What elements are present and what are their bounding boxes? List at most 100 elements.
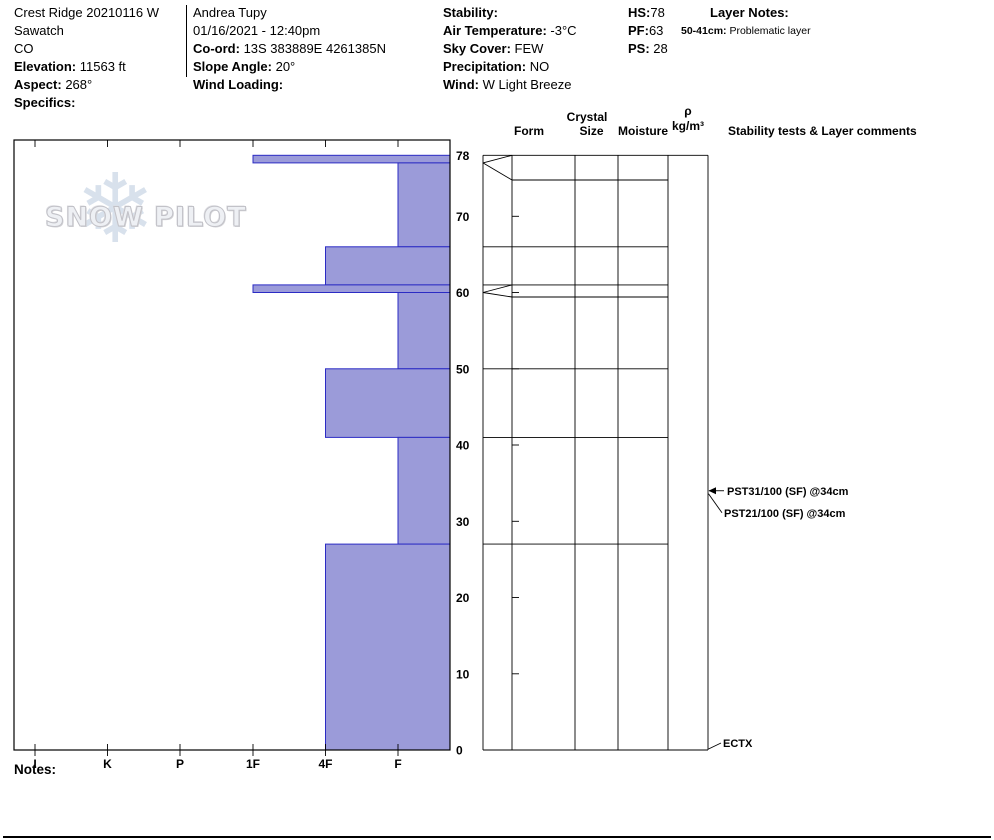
notes-label: Notes: [14,762,57,777]
air-temperature: Air Temperature: -3°C [443,22,577,40]
crystal-size-header-line1: Crystal [566,110,608,124]
air-temp-label: Air Temperature: [443,23,547,38]
test-leader-line [708,742,722,750]
depth-axis-label: 70 [456,210,470,224]
pf-label: PF: [628,23,649,38]
pit-elevation: Elevation: 11563 ft [14,58,159,76]
layer-notes-title: Layer Notes: [710,4,789,22]
layer-bar [325,543,451,751]
layer-bar [252,284,451,293]
specifics-label: Specifics: [14,95,76,110]
layer-note-range: 50-41cm: [681,25,727,37]
hardness-axis-label: I [33,757,36,771]
watermark-text: SNOW PILOT [45,202,247,234]
layer-bar [397,162,451,248]
moisture-column-header: Moisture [618,124,669,138]
depth-axis-label: 30 [456,515,470,529]
hs-label: HS: [628,5,651,20]
layer-notes-title-text: Layer Notes: [710,5,789,20]
crystal-size-header-line2: Size [579,124,604,138]
comments-column-header: Stability tests & Layer comments [728,124,917,138]
layer-bar [252,154,451,164]
sky-cover-label: Sky Cover: [443,41,511,56]
slope-angle-label: Slope Angle: [193,59,272,74]
pit-specifics: Specifics: [14,94,159,112]
hardness-chart-frame [13,139,451,751]
ps-label: PS: [628,41,650,56]
wind-value: W Light Breeze [482,77,572,92]
precipitation: Precipitation: NO [443,58,577,76]
coord-value: 13S 383889E 4261385N [243,41,386,56]
coord-label: Co-ord: [193,41,240,56]
sky-cover: Sky Cover: FEW [443,40,577,58]
thin-layer-fan-line [482,162,513,181]
slope-angle: Slope Angle: 20° [193,58,386,76]
stability-test-label: ECTX [723,738,753,750]
thin-layer-fan-line [482,292,513,298]
density-column-header-units: kg/m³ [671,119,704,133]
elevation-value: 11563 ft [79,59,126,74]
wind: Wind: W Light Breeze [443,76,577,94]
wind-label: Wind: [443,77,479,92]
hardness-axis-label: F [394,757,401,771]
thin-layer-fan-line [482,154,513,164]
hardness-axis-label: K [103,757,112,771]
stability: Stability: [443,4,577,22]
depth-axis-label: 0 [456,744,463,758]
snowpilot-watermark: ❄ SNOW PILOT [45,161,247,275]
pf-value: 63 [648,23,664,38]
footer-rule [3,836,991,838]
air-temp-value: -3°C [550,23,577,38]
pit-info-column: Crest Ridge 20210116 W Sawatch CO Elevat… [14,4,159,112]
depth-axis-label: 50 [456,362,470,376]
precipitation-value: NO [529,59,550,74]
total-height: HS:78 [628,4,668,22]
test-arrow-head [708,487,716,495]
pit-range: Sawatch [14,23,64,38]
layer-bar [325,368,451,438]
layer-bar [325,246,451,286]
pit-title: Crest Ridge 20210116 W [14,5,160,20]
aspect-label: Aspect: [14,77,62,92]
header-divider [186,5,187,77]
stability-test-label: PST21/100 (SF) @34cm [724,508,846,520]
form-column-header: Form [514,124,544,138]
layer-bar [397,436,451,545]
weather-info-column: Stability: Air Temperature: -3°C Sky Cov… [443,4,577,94]
test-leader-line [708,493,723,514]
stability-test-label: PST31/100 (SF) @34cm [727,486,849,498]
hardness-axis-label: P [176,757,184,771]
density-column-header-symbol: ρ [684,104,692,118]
observer-info-column: Andrea Tupy 01/16/2021 - 12:40pm Co-ord:… [193,4,386,94]
depth-axis-label: 10 [456,667,470,681]
layer-note-text: Problematic layer [729,25,811,37]
snow-depths-column: HS:78 PF:63 PS: 28 [628,4,668,58]
pit-state: CO [14,41,34,56]
wind-loading: Wind Loading: [193,76,386,94]
layer-notes-column: Layer Notes: [710,4,789,22]
hardness-axis-label: 1F [246,757,260,771]
pit-surface: PS: 28 [628,40,668,58]
hs-value: 78 [650,5,665,20]
snowflake-icon: ❄ [75,153,156,265]
ps-value: 28 [653,41,668,56]
aspect-value: 268° [65,77,93,92]
hardness-axis-label: 4F [318,757,332,771]
pit-aspect: Aspect: 268° [14,76,159,94]
depth-axis-label: 20 [456,591,470,605]
precipitation-label: Precipitation: [443,59,527,74]
depth-axis-label: 60 [456,286,470,300]
thin-layer-fan-line [482,284,513,293]
stability-label: Stability: [443,5,498,20]
wind-loading-label: Wind Loading: [193,77,284,92]
slope-angle-value: 20° [275,59,296,74]
layer-bar [397,292,451,370]
pit-floor: PF:63 [628,22,668,40]
sky-cover-value: FEW [514,41,544,56]
coordinates: Co-ord: 13S 383889E 4261385N [193,40,386,58]
observation-datetime: 01/16/2021 - 12:40pm [193,23,321,38]
depth-axis-label: 40 [456,439,470,453]
elevation-label: Elevation: [14,59,77,74]
